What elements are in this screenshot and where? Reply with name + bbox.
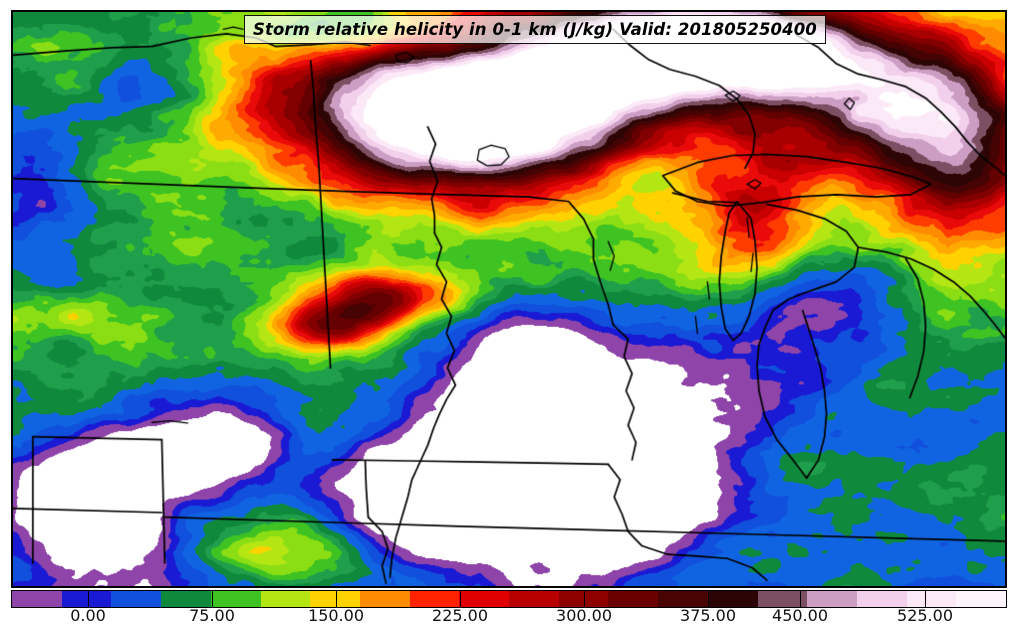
colorbar-tick-label: 75.00 <box>189 606 235 625</box>
colorbar-tick-labels: 0.00 75.00 150.00 225.00 300.00 375.00 450.00 5… <box>0 606 1018 632</box>
colorbar-segment <box>260 591 311 607</box>
colorbar-tick-label: 225.00 <box>432 606 488 625</box>
colorbar-segment <box>61 591 112 607</box>
colorbar[interactable] <box>11 590 1007 608</box>
colorbar-segment <box>310 591 360 607</box>
colorbar-segment <box>161 591 211 607</box>
colorbar-segment <box>807 591 857 607</box>
colorbar-segment <box>12 591 62 607</box>
colorbar-segment <box>111 591 162 607</box>
colorbar-segment <box>956 591 1007 607</box>
map-panel[interactable] <box>11 10 1007 588</box>
colorbar-segment <box>459 591 510 607</box>
colorbar-segment <box>409 591 460 607</box>
map-title-box: Storm relative helicity in 0-1 km (J/kg)… <box>244 15 826 44</box>
geographic-boundaries-overlay <box>13 12 1005 586</box>
colorbar-strip <box>11 590 1007 608</box>
colorbar-tick-label: 375.00 <box>680 606 736 625</box>
colorbar-segment <box>906 591 957 607</box>
colorbar-tick-label: 450.00 <box>772 606 828 625</box>
colorbar-segment <box>359 591 410 607</box>
colorbar-segment <box>658 591 708 607</box>
colorbar-segment <box>558 591 609 607</box>
colorbar-tick-label: 525.00 <box>897 606 953 625</box>
colorbar-tick-label: 0.00 <box>70 606 106 625</box>
colorbar-segment <box>757 591 808 607</box>
colorbar-segment <box>707 591 758 607</box>
colorbar-segment <box>210 591 261 607</box>
colorbar-segment <box>608 591 659 607</box>
colorbar-segment <box>509 591 559 607</box>
page-title: Storm relative helicity in 0-1 km (J/kg)… <box>253 20 817 39</box>
colorbar-tick-label: 150.00 <box>308 606 364 625</box>
colorbar-tick-label: 300.00 <box>556 606 612 625</box>
colorbar-segment <box>856 591 907 607</box>
